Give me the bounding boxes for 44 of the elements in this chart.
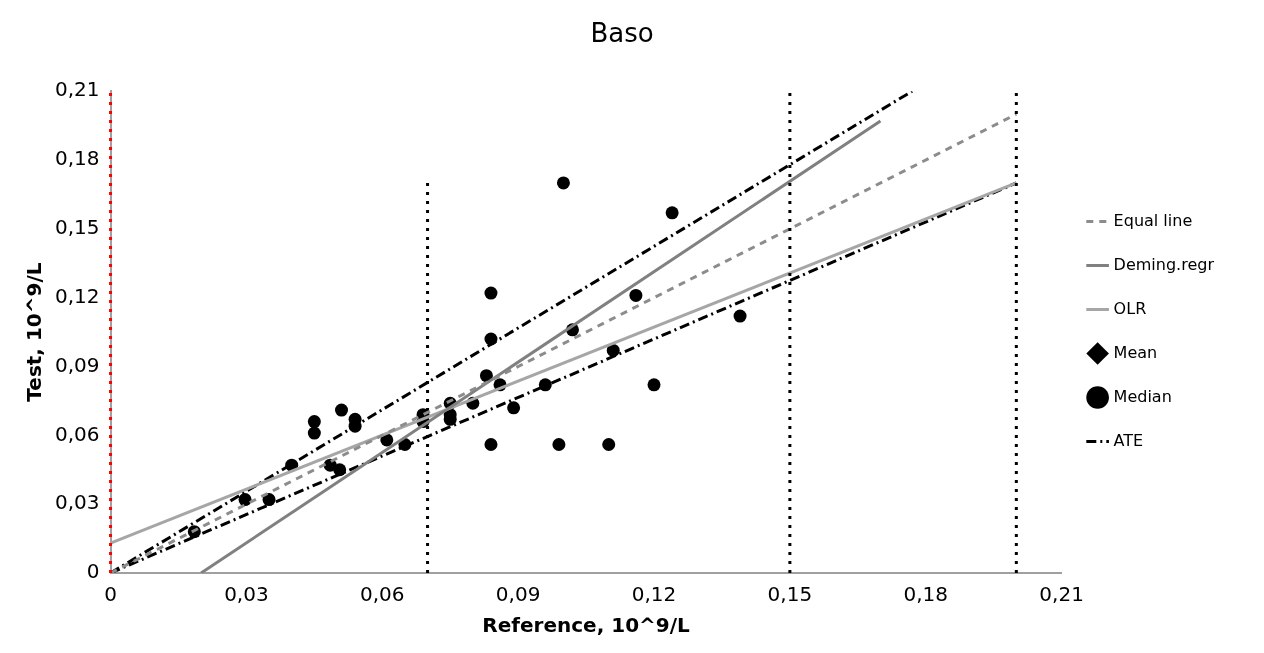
y-tick-label: 0,15 [55,215,100,240]
point [484,332,498,346]
y-tick-label: 0,09 [55,352,100,377]
y-axis-title: Test, 10^9/L [22,262,47,402]
point [262,493,276,507]
x-tick-label: 0,06 [360,582,405,607]
x-tick-label: 0,03 [224,582,269,607]
point [507,401,521,415]
x-tick-label: 0,12 [631,582,677,607]
x-tick-label: 0,18 [903,582,949,607]
legend-label: Median [1113,386,1172,406]
point [484,286,498,300]
legend-label: Mean [1113,342,1158,362]
x-tick-label: 0 [104,582,117,607]
y-tick-label: 0,06 [55,421,100,446]
x-axis-title: Reference, 10^9/L [482,613,691,638]
x-tick-label: 0,09 [495,582,541,607]
point [333,463,347,477]
y-tick-label: 0 [86,559,100,584]
point [629,288,643,302]
legend-label: Deming.regr [1113,254,1215,274]
y-tick-label: 0,18 [55,146,100,171]
point [335,403,349,417]
point [307,426,321,440]
point [602,438,616,452]
point [647,378,661,392]
legend-label: OLR [1113,298,1147,318]
point [552,438,566,452]
point [307,415,321,429]
x-tick-label: 0,21 [1039,582,1084,607]
point [538,378,552,392]
point [665,206,679,220]
y-tick-label: 0,12 [55,283,100,308]
point [733,309,747,323]
y-tick-label: 0,03 [55,490,100,515]
chart-title: Baso [590,18,654,49]
y-tick-label: 0,21 [55,77,100,102]
point [606,343,620,357]
point [556,176,570,190]
x-tick-label: 0,15 [767,582,813,607]
legend-label: Equal line [1113,210,1193,230]
point [484,438,498,452]
point [238,493,252,507]
legend-label: ATE [1113,430,1144,450]
